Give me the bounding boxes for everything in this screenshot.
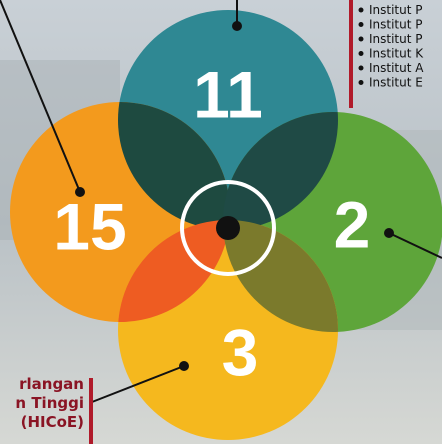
bullet [359,37,364,42]
count-label: 3 [222,315,259,389]
caption-bar [89,378,93,444]
list-item: Institut P [369,18,423,32]
count-label: 2 [334,187,371,261]
infographic: 11 15 2 3 Institut PInstitut PInstitut P… [0,0,442,444]
count-label: 15 [53,189,126,263]
list-item: Institut P [369,32,423,46]
bullet [359,22,364,27]
bullet [359,8,364,13]
center-dot [216,216,240,240]
list-item: Institut A [369,61,424,75]
bullet [359,66,364,71]
bullet [359,51,364,56]
bullet [359,80,364,85]
list-item: Institut E [369,76,423,90]
count-label: 11 [193,57,263,131]
list-item: Institut P [369,3,423,17]
list-bar [349,0,353,108]
caption-line: (HICoE) [21,413,84,431]
caption-line: n Tinggi [15,394,84,412]
caption-line: rlangan [19,375,84,393]
list-item: Institut K [369,47,424,61]
